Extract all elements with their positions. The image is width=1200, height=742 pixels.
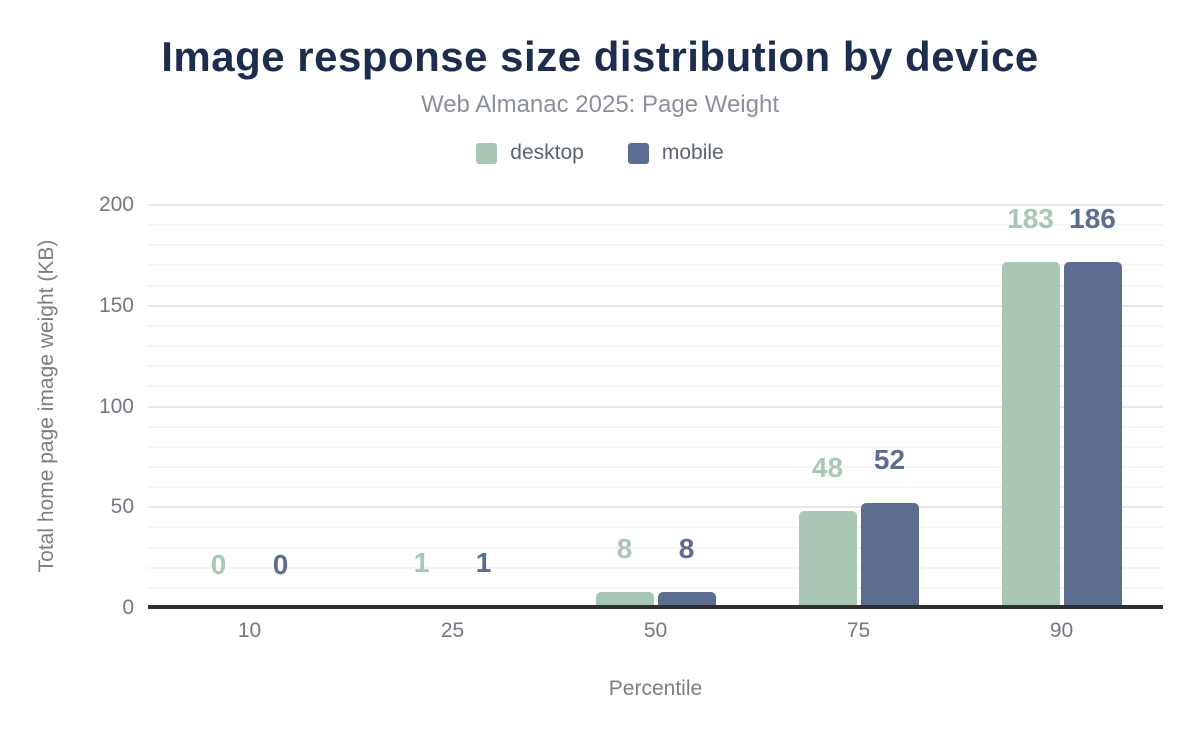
bar-desktop-p75[interactable]	[798, 511, 857, 608]
gridline-120	[148, 365, 1163, 368]
bar-desktop-p90[interactable]	[1001, 262, 1060, 608]
y-axis-ticks: 0 50 100 150 200	[0, 193, 134, 619]
gridline-90	[148, 425, 1163, 428]
plot-area: 0 0 1 1 8 8 48 52 183 186	[148, 204, 1163, 609]
legend-item-mobile[interactable]: mobile	[627, 141, 724, 165]
gridline-160	[148, 284, 1163, 287]
gridline-110	[148, 385, 1163, 388]
bar-slot-desktop-p10: 0	[190, 205, 248, 608]
bar-pair-p75: 48 52	[798, 205, 919, 608]
bar-slot-mobile-p25: 1	[454, 205, 513, 608]
bar-slot-desktop-p90: 183	[1001, 203, 1060, 608]
gridline-170	[148, 264, 1163, 267]
y-tick-50: 50	[110, 495, 134, 519]
bar-slot-mobile-p50: 8	[657, 205, 716, 608]
value-label-desktop-p50: 8	[616, 532, 633, 564]
gridline-180	[148, 244, 1163, 247]
gridline-100	[148, 405, 1163, 408]
value-label-mobile-p75: 52	[873, 444, 906, 476]
x-tick-25: 25	[440, 619, 465, 642]
bar-slot-mobile-p10: 0	[252, 205, 310, 608]
legend-item-desktop[interactable]: desktop	[476, 141, 584, 165]
y-tick-100: 100	[98, 394, 134, 418]
x-axis-title: Percentile	[608, 677, 703, 700]
gridline-10	[148, 586, 1163, 589]
x-tick-10: 10	[237, 619, 262, 642]
y-tick-150: 150	[98, 293, 134, 317]
legend-label-desktop: desktop	[510, 141, 584, 164]
legend: desktop mobile	[0, 141, 1200, 165]
mobile-series-swatch-icon	[627, 142, 649, 164]
value-label-desktop-p25: 1	[413, 547, 430, 578]
gridline-200	[148, 204, 1163, 206]
bar-slot-desktop-p50: 8	[595, 205, 654, 608]
desktop-series-swatch-icon	[476, 142, 498, 164]
gridline-70	[148, 465, 1163, 468]
value-label-mobile-p50: 8	[678, 532, 695, 564]
x-tick-50: 50	[643, 619, 668, 642]
bar-mobile-p75[interactable]	[860, 503, 919, 608]
bar-pair-p90: 183 186	[1001, 203, 1122, 608]
gridline-150	[148, 304, 1163, 307]
y-tick-200: 200	[98, 193, 134, 216]
gridline-130	[148, 345, 1163, 348]
gridline-30	[148, 546, 1163, 549]
value-label-mobile-p25: 1	[475, 547, 492, 578]
bar-slot-desktop-p25: 1	[392, 205, 451, 608]
value-label-desktop-p90: 183	[1007, 203, 1054, 234]
gridline-50	[148, 506, 1163, 509]
bar-mobile-p50[interactable]	[657, 591, 716, 608]
bar-group-p90: 183 186	[960, 205, 1163, 608]
chart-title: Image response size distribution by devi…	[161, 33, 1039, 80]
x-tick-90: 90	[1049, 619, 1074, 642]
bar-slot-desktop-p75: 48	[798, 205, 857, 608]
gridline-20	[148, 566, 1163, 569]
bar-slot-mobile-p75: 52	[860, 205, 919, 608]
gridline-40	[148, 526, 1163, 529]
bar-slot-mobile-p90: 186	[1063, 203, 1122, 608]
legend-label-mobile: mobile	[661, 141, 724, 164]
x-tick-75: 75	[846, 619, 871, 642]
value-label-mobile-p90: 186	[1069, 203, 1116, 234]
gridline-190	[148, 224, 1163, 227]
bar-group-p75: 48 52	[757, 205, 960, 608]
x-axis-line	[148, 605, 1163, 609]
gridline-140	[148, 324, 1163, 327]
value-label-desktop-p75: 48	[811, 452, 844, 484]
bar-desktop-p50[interactable]	[595, 591, 654, 608]
chart-subtitle: Web Almanac 2025: Page Weight	[420, 91, 779, 118]
x-axis-ticks: 10 25 50 75 90	[148, 619, 1163, 647]
value-label-desktop-p10: 0	[210, 549, 227, 580]
bar-groups: 0 0 1 1 8 8 48 52 183 186	[148, 205, 1163, 608]
y-tick-0: 0	[122, 596, 134, 619]
value-label-mobile-p10: 0	[272, 549, 289, 580]
gridline-60	[148, 486, 1163, 489]
bar-mobile-p90[interactable]	[1063, 262, 1122, 608]
gridline-80	[148, 445, 1163, 448]
